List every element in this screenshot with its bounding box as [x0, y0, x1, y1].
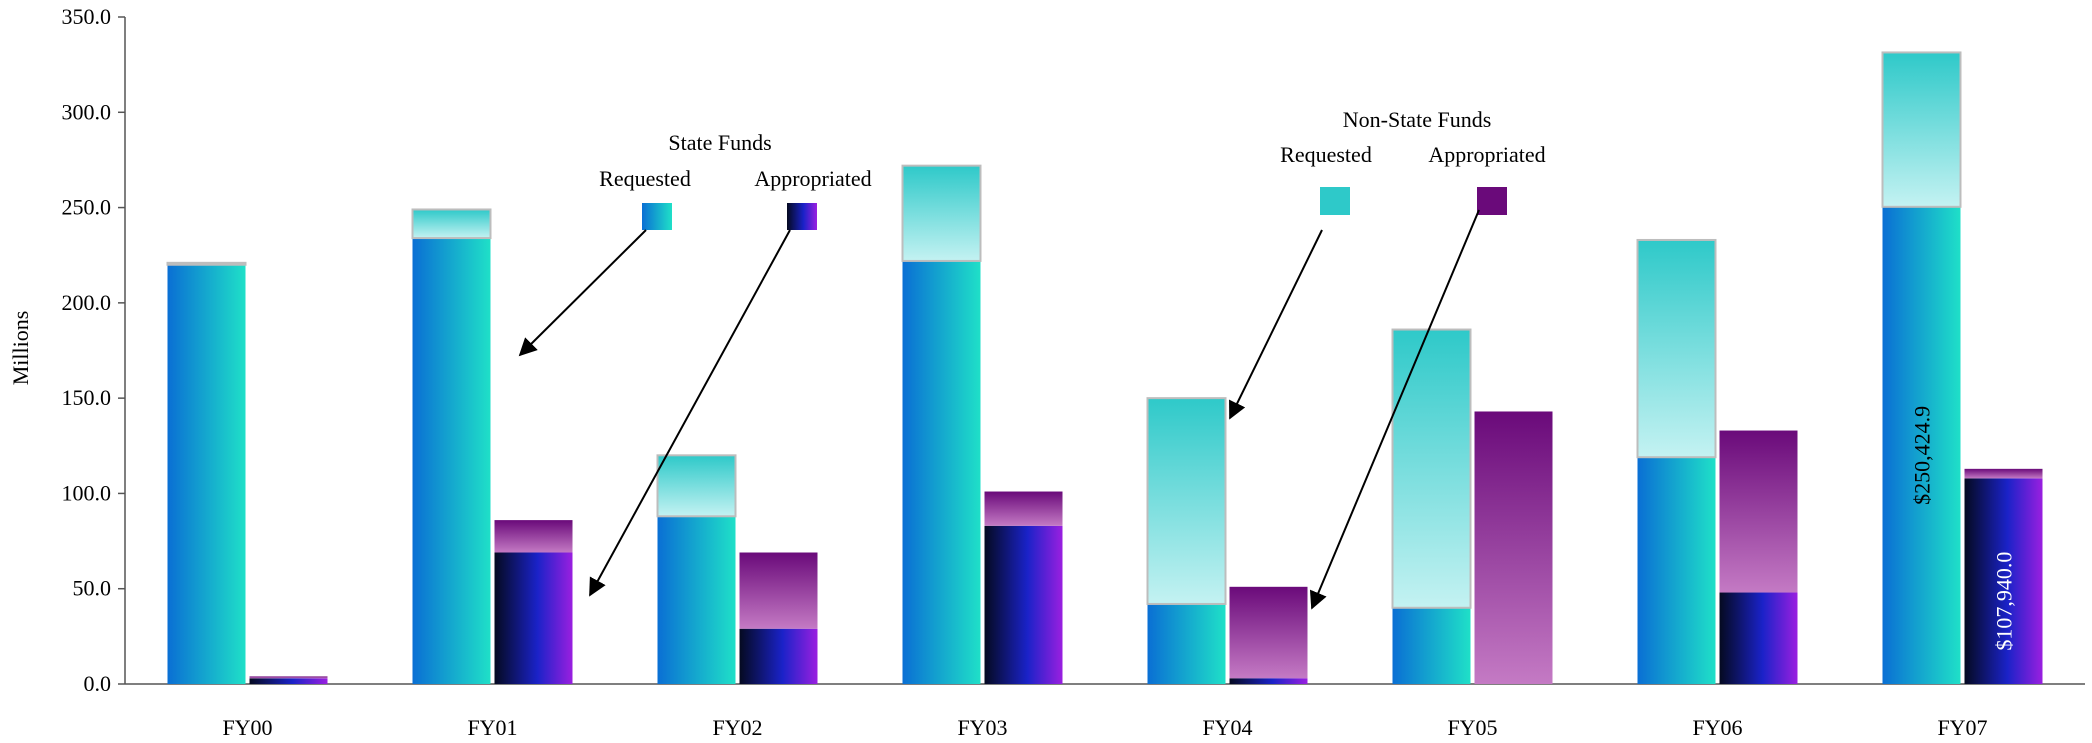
bar-nonstate-appropriated — [1719, 430, 1798, 593]
bar-state-appropriated — [1719, 592, 1798, 684]
nonstate-requested-arrow — [1229, 229, 1323, 420]
state-requested-arrow — [518, 229, 647, 357]
bar-state-requested — [1882, 206, 1961, 684]
data-label: $107,940.0 — [1992, 552, 2017, 651]
non-state-funds-appropriated-label: Appropriated — [1428, 142, 1545, 167]
x-tick-label: FY02 — [712, 715, 762, 740]
nonstate-appropriated-legend-swatch — [1477, 187, 1507, 215]
state-funds-requested-label: Requested — [599, 166, 691, 191]
non-state-funds-requested-label: Requested — [1280, 142, 1372, 167]
x-tick-label: FY03 — [957, 715, 1007, 740]
x-tick-label: FY01 — [467, 715, 517, 740]
x-tick-label: FY00 — [222, 715, 272, 740]
bar-state-requested — [902, 260, 981, 684]
bar-state-appropriated — [494, 552, 573, 684]
bar-nonstate-appropriated — [249, 676, 328, 679]
bar-nonstate-requested — [1636, 238, 1717, 459]
x-tick-label: FY06 — [1692, 715, 1742, 740]
state-funds-title: State Funds — [668, 130, 771, 155]
x-tick-label: FY04 — [1202, 715, 1252, 740]
bar-nonstate-requested — [166, 261, 247, 266]
x-tick-label: FY07 — [1937, 715, 1987, 740]
nonstate-requested-legend-swatch — [1320, 187, 1350, 215]
x-tick-label: FY05 — [1447, 715, 1497, 740]
bar-nonstate-appropriated — [984, 491, 1063, 526]
state-appropriated-arrow — [589, 229, 791, 597]
bar-nonstate-requested — [1146, 397, 1227, 605]
bar-state-requested — [412, 238, 491, 684]
y-tick-label: 300.0 — [62, 99, 112, 124]
bar-state-appropriated — [1964, 478, 2043, 684]
y-tick-label: 150.0 — [62, 385, 112, 410]
bar-state-requested — [657, 516, 736, 684]
bar-state-appropriated — [739, 628, 818, 684]
bar-state-requested — [1392, 607, 1471, 684]
y-tick-label: 100.0 — [62, 480, 112, 505]
bar-state-requested — [1147, 603, 1226, 684]
bar-state-appropriated — [984, 525, 1063, 684]
state-funds-appropriated-label: Appropriated — [754, 166, 871, 191]
bar-nonstate-appropriated — [494, 520, 573, 553]
bar-nonstate-requested — [656, 454, 737, 518]
state-requested-legend-swatch — [642, 203, 672, 230]
bar-nonstate-requested — [1881, 51, 1962, 208]
bar-nonstate-requested — [411, 208, 492, 240]
nonstate-appropriated-arrow — [1309, 209, 1480, 610]
y-tick-label: 50.0 — [73, 576, 112, 601]
bar-state-requested — [1637, 457, 1716, 684]
bar-nonstate-appropriated — [739, 552, 818, 629]
bar-state-appropriated — [249, 678, 328, 684]
state-appropriated-legend-swatch — [787, 203, 817, 230]
data-label: $250,424.9 — [1910, 406, 1935, 505]
y-tick-label: 200.0 — [62, 290, 112, 315]
state-funds-annotation: State Funds Requested Appropriated — [518, 130, 872, 597]
bar-nonstate-appropriated — [1229, 586, 1308, 679]
bar-nonstate-appropriated — [1474, 411, 1553, 684]
axes: 0.0 50.0 100.0 150.0 200.0 250.0 300.0 350.0 FY0… — [62, 4, 2085, 740]
y-tick-label: 250.0 — [62, 195, 112, 220]
bar-nonstate-requested — [1391, 328, 1472, 609]
bar-nonstate-appropriated — [1964, 468, 2043, 479]
data-labels: $250,424.9 $107,940.0 — [1910, 406, 2017, 651]
bar-nonstate-requested — [901, 164, 982, 262]
y-tick-label: 0.0 — [84, 671, 112, 696]
bars — [166, 51, 2043, 684]
bar-state-requested — [167, 264, 246, 684]
y-tick-label: 350.0 — [62, 4, 112, 29]
bar-state-appropriated — [1229, 678, 1308, 684]
y-axis-title: Millions — [8, 311, 33, 386]
non-state-funds-title: Non-State Funds — [1343, 107, 1492, 132]
non-state-funds-annotation: Non-State Funds Requested Appropriated — [1229, 107, 1546, 610]
